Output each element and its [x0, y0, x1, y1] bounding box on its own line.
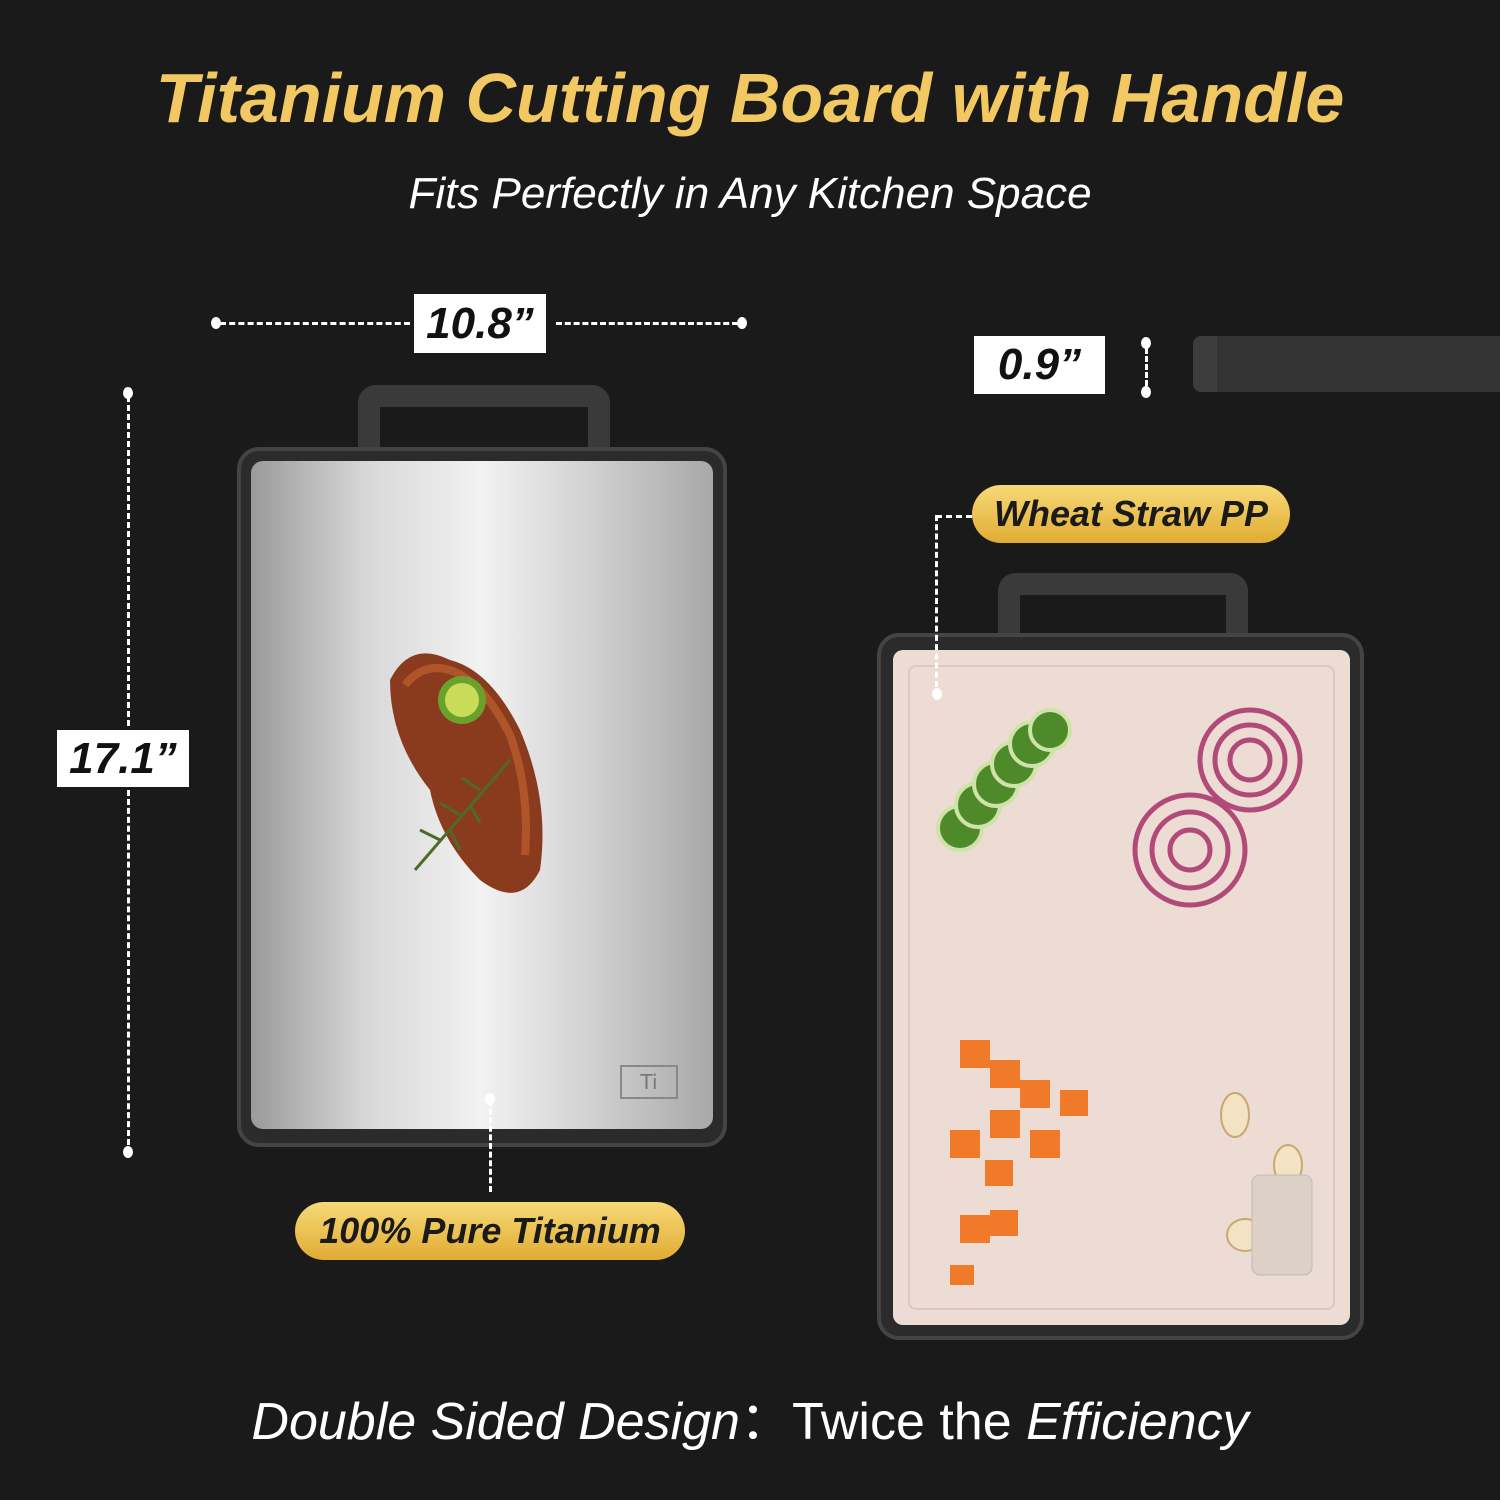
- juice-groove: [908, 665, 1335, 1310]
- footer-tagline: Double Sided Design：Twice the Efficiency: [0, 1390, 1500, 1454]
- dimension-line: [556, 322, 738, 325]
- steak-image: [390, 653, 543, 893]
- tagline-part1: Double Sided Design: [251, 1393, 740, 1451]
- board-handle: [998, 573, 1248, 635]
- dimension-endpoint: [123, 1146, 133, 1158]
- dimension-line: [127, 396, 130, 726]
- callout-line: [935, 515, 938, 687]
- tagline-part3: Efficiency: [1026, 1393, 1249, 1451]
- height-label: 17.1”: [57, 730, 189, 787]
- dimension-endpoint: [737, 317, 747, 329]
- page-title: Titanium Cutting Board with Handle: [155, 59, 1345, 137]
- tagline-part2: Twice the: [791, 1393, 1027, 1451]
- thickness-label: 0.9”: [974, 336, 1105, 394]
- callout-line: [489, 1100, 492, 1192]
- dimension-endpoint: [211, 317, 221, 329]
- dimension-endpoint: [1141, 386, 1151, 398]
- width-label: 10.8”: [414, 294, 546, 353]
- callout-line: [936, 515, 972, 518]
- wheat-straw-label: Wheat Straw PP: [972, 485, 1290, 543]
- ti-mark: Ti: [620, 1065, 678, 1099]
- dimension-line: [127, 790, 130, 1145]
- titanium-label: 100% Pure Titanium: [295, 1202, 685, 1260]
- subtitle: Fits Perfectly in Any Kitchen Space: [408, 169, 1092, 218]
- callout-dot: [932, 688, 942, 700]
- board-handle: [358, 385, 610, 449]
- dimension-endpoint: [123, 387, 133, 399]
- board-side-profile: [1193, 336, 1500, 392]
- dimension-endpoint: [1141, 337, 1151, 349]
- callout-dot: [485, 1093, 495, 1105]
- dimension-line: [220, 322, 410, 325]
- vegetables-image: [936, 707, 1313, 1285]
- dimension-line: [1145, 348, 1148, 386]
- tagline-separator: ：: [739, 1393, 792, 1451]
